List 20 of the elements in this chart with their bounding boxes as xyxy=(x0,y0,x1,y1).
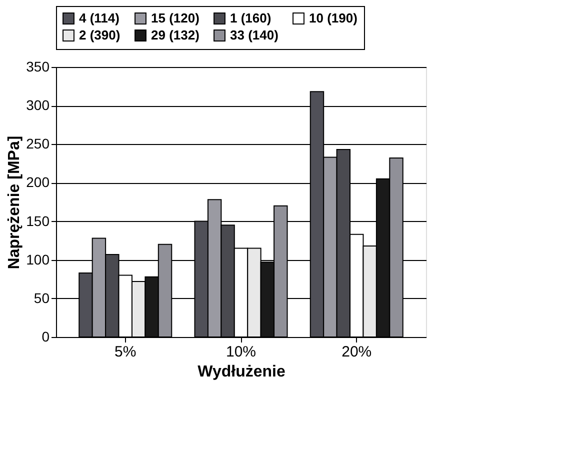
y-tick-label: 250 xyxy=(26,136,50,152)
y-tick-label: 50 xyxy=(34,290,50,306)
y-tick-label: 150 xyxy=(26,212,50,229)
legend-label: 10 (190) xyxy=(309,10,358,26)
x-tick-label: 10% xyxy=(226,344,256,360)
legend-label: 29 (132) xyxy=(151,28,200,42)
y-axis-title: Naprężenie [MPa] xyxy=(6,136,24,270)
y-tick-label: 100 xyxy=(26,251,50,268)
y-tick-label: 300 xyxy=(26,97,50,114)
legend-label: 1 (160) xyxy=(230,10,272,26)
legend-label: 2 (390) xyxy=(79,28,120,42)
legend-label: 33 (140) xyxy=(230,28,278,42)
legend-label: 15 (120) xyxy=(151,10,200,26)
x-axis-title: Wydłużenie xyxy=(198,364,286,380)
y-tick-label: 200 xyxy=(26,174,50,190)
x-tick-label: 20% xyxy=(342,344,372,360)
y-tick-label: 350 xyxy=(26,58,50,74)
legend-label: 4 (114) xyxy=(79,10,120,26)
y-tick-label: 0 xyxy=(42,328,50,344)
x-tick-label: 5% xyxy=(114,344,136,360)
